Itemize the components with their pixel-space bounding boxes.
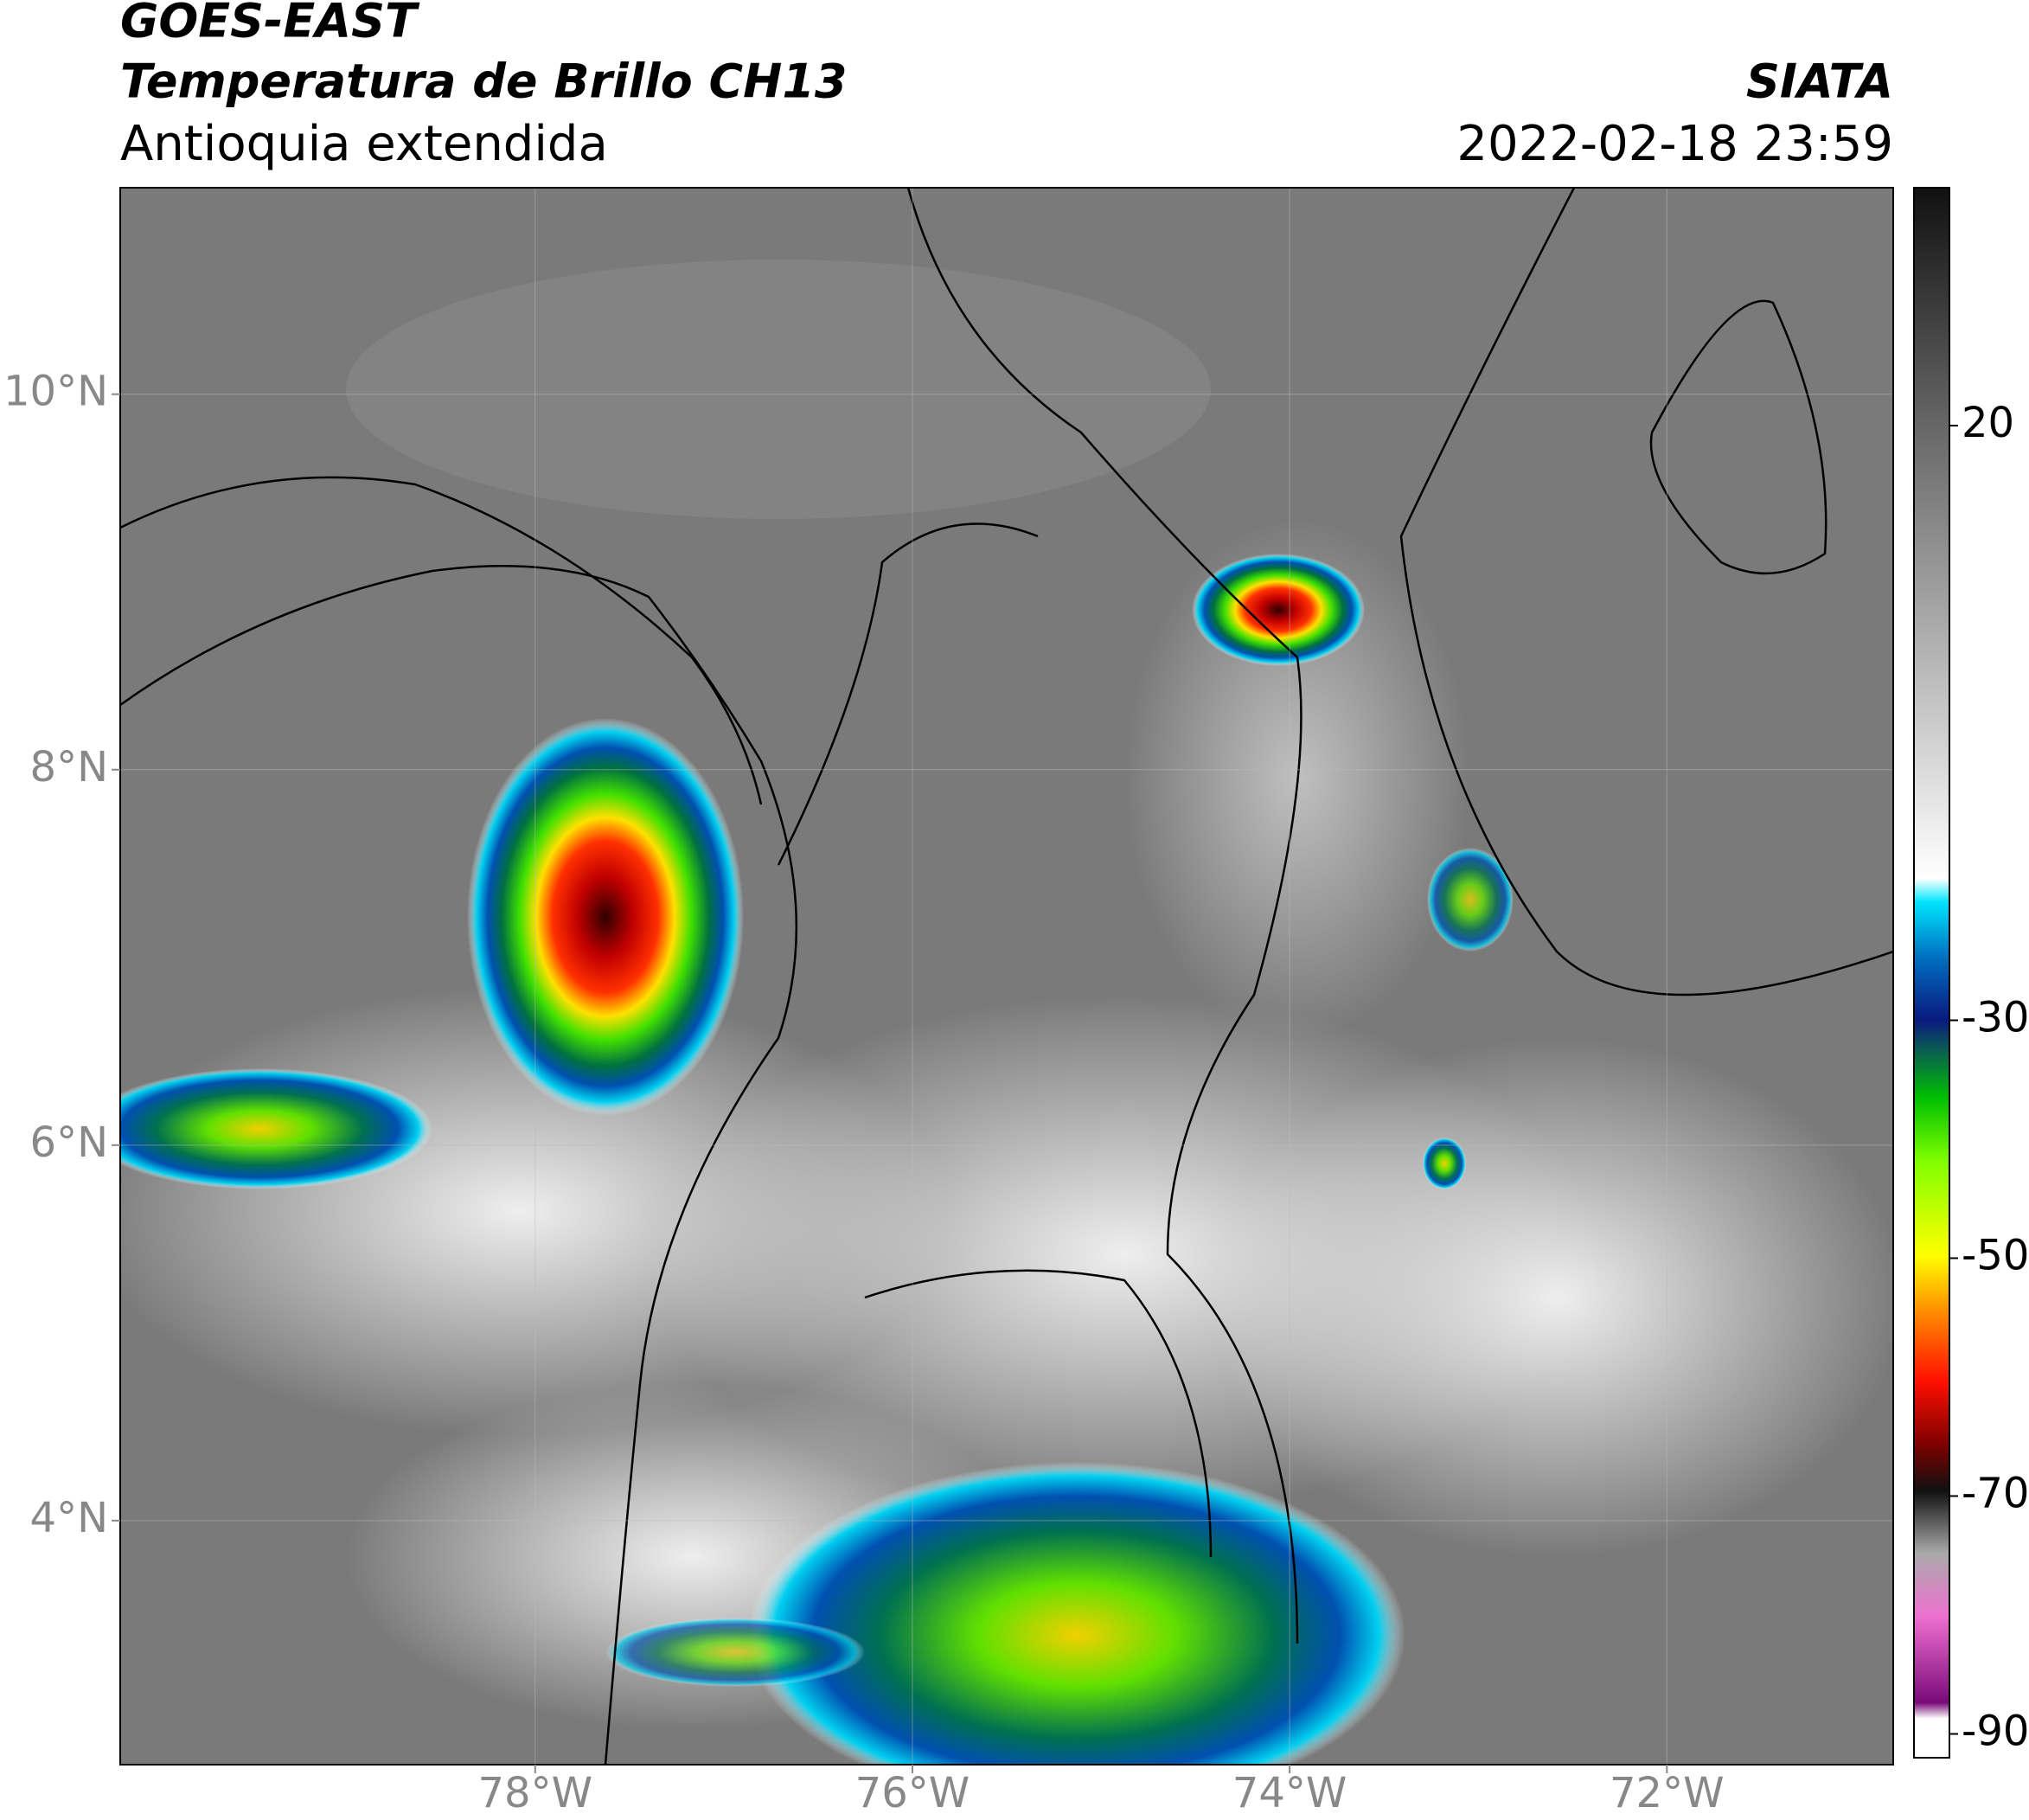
datetime: 2022-02-18 23:59 — [1456, 116, 1893, 172]
colorbar-tick-label: -30 — [1962, 994, 2029, 1042]
colorbar-tick-label: -70 — [1962, 1470, 2029, 1518]
y-tick-label: 6°N — [30, 1118, 108, 1167]
source: SIATA — [1746, 54, 1893, 109]
subtitle: Temperatura de Brillo CH13 — [120, 54, 848, 109]
map-frame — [119, 187, 1894, 1766]
borders — [120, 188, 1893, 1765]
y-tick-label: 8°N — [30, 743, 108, 791]
axes: 78°W 76°W 74°W 72°W 4°N 6°N 8°N 10°N 20 -30 -50 -70… — [3, 368, 2029, 1817]
x-tick-label: 76°W — [855, 1769, 970, 1817]
grid — [120, 188, 1893, 1765]
x-tick-label: 74°W — [1232, 1769, 1347, 1817]
colorbar — [1913, 187, 1950, 1759]
y-tick-label: 4°N — [30, 1494, 108, 1542]
x-tick-label: 78°W — [478, 1769, 593, 1817]
colorbar-tick-label: 20 — [1962, 399, 2014, 447]
colorbar-tick-label: -50 — [1962, 1232, 2029, 1280]
title: GOES-EAST — [120, 0, 420, 48]
y-tick-label: 10°N — [3, 368, 108, 416]
x-tick-label: 72°W — [1610, 1769, 1725, 1817]
region: Antioquia extendida — [120, 116, 608, 172]
clouds — [120, 260, 1893, 1730]
storms — [120, 554, 1514, 1765]
colorbar-tick-label: -90 — [1962, 1708, 2029, 1756]
map — [120, 188, 1893, 1765]
